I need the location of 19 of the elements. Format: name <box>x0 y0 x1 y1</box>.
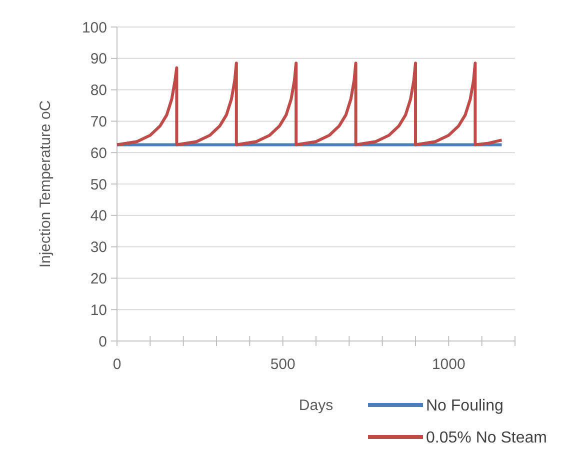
y-tick-label: 100 <box>82 19 107 36</box>
y-tick-label: 10 <box>90 302 107 319</box>
y-tick-label: 20 <box>90 270 107 288</box>
y-tick-label: 80 <box>90 82 107 100</box>
line-series <box>116 62 504 146</box>
y-tick-label: 50 <box>90 176 107 194</box>
y-tick-label: 0 <box>98 333 107 350</box>
x-axis-title: Days <box>298 397 334 414</box>
x-tick-label: 0 <box>112 356 122 373</box>
x-tick-label: 500 <box>270 356 296 373</box>
legend-label: 0.05% No Steam <box>426 430 547 447</box>
y-tick-label: 70 <box>90 113 107 130</box>
y-tick-label: 30 <box>90 239 107 256</box>
y-tick-label: 90 <box>90 50 107 68</box>
y-tick-label: 60 <box>90 144 107 162</box>
x-tick-label: 1000 <box>432 356 466 373</box>
y-axis-title: Injection Temperature oC <box>37 100 54 268</box>
legend-label: No Fouling <box>426 398 504 415</box>
y-tick-label: 40 <box>90 208 107 225</box>
